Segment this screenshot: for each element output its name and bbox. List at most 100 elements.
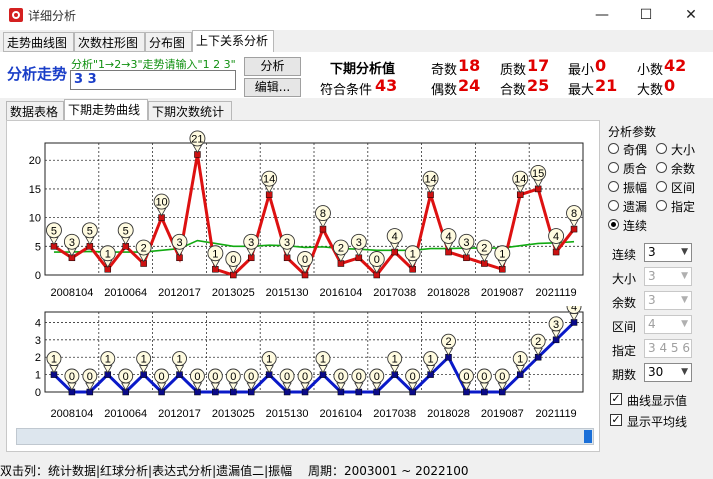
value-bubble <box>136 351 152 367</box>
y-tick-label: 20 <box>29 155 41 167</box>
x-tick-label: 2012017 <box>158 408 201 420</box>
x-tick-label: 2019087 <box>481 408 524 420</box>
param-field-label: 期数 <box>612 368 637 382</box>
radio-option[interactable]: 大小 <box>656 140 704 158</box>
radio-label: 质合 <box>623 162 648 176</box>
chevron-down-icon[interactable]: ▼ <box>681 247 688 257</box>
param-field-select[interactable]: 30 ▼ <box>644 363 692 382</box>
radio-circle[interactable] <box>608 219 619 230</box>
data-value-label: 0 <box>374 371 380 383</box>
analysis-label: 分析走势 <box>7 65 68 83</box>
radio-option[interactable]: 指定 <box>656 197 704 215</box>
value-bubble <box>99 245 116 262</box>
radio-option[interactable]: 区间 <box>656 178 704 196</box>
radio-circle[interactable] <box>608 162 619 173</box>
tab-trend-curve[interactable]: 走势曲线图 <box>3 32 74 52</box>
value-bubble <box>368 251 385 267</box>
data-value-label: 2 <box>535 336 541 348</box>
chevron-down-icon: ▼ <box>681 295 688 305</box>
radio-option[interactable]: 振幅 <box>608 178 656 196</box>
checkbox-option[interactable]: ✓ 显示平均线 <box>610 412 710 430</box>
radio-option[interactable]: 奇偶 <box>608 140 656 158</box>
analyze-button[interactable]: 分析 <box>244 57 301 76</box>
pattern-input[interactable]: 3 3 <box>70 70 236 90</box>
value-bubble <box>189 368 205 384</box>
x-tick-label: 2016104 <box>319 287 362 299</box>
radio-circle[interactable] <box>608 181 619 192</box>
data-value-label: 0 <box>410 371 416 383</box>
value-bubble <box>154 368 170 384</box>
data-value-label: 0 <box>123 371 129 383</box>
data-value-label: 0 <box>481 371 487 383</box>
y-tick-label: 4 <box>35 317 41 329</box>
x-tick-label: 2013025 <box>212 287 255 299</box>
radio-option[interactable]: 余数 <box>656 159 704 177</box>
radio-label: 指定 <box>671 200 696 214</box>
edit-button[interactable]: 编辑... <box>244 78 301 97</box>
value-bubble <box>548 228 565 244</box>
value-bubble <box>423 351 439 367</box>
data-value-label: 3 <box>248 237 254 249</box>
param-field-value: 30 <box>648 365 664 379</box>
data-value-label: 0 <box>302 371 308 383</box>
value-bubble <box>279 233 296 250</box>
horizontal-scrollbar[interactable] <box>16 428 594 445</box>
data-value-label: 1 <box>105 354 111 366</box>
data-value-label: 5 <box>51 225 57 237</box>
value-bubble <box>512 351 528 367</box>
radio-circle[interactable] <box>656 200 667 211</box>
param-field-select[interactable]: 3 ▼ <box>644 243 692 262</box>
scrollbar-thumb[interactable] <box>584 430 592 443</box>
y-tick-label: 2 <box>35 352 41 364</box>
checkbox-option[interactable]: ✓ 曲线显示值 <box>610 391 710 409</box>
tab-next-trend[interactable]: 下期走势曲线 <box>64 99 148 121</box>
param-field-label: 指定 <box>612 344 637 358</box>
value-bubble <box>207 245 224 262</box>
radio-circle[interactable] <box>656 162 667 173</box>
tab-relation-analysis[interactable]: 上下关系分析 <box>192 30 274 52</box>
radio-option[interactable]: 遗漏 <box>608 197 656 215</box>
radio-option[interactable]: 质合 <box>608 159 656 177</box>
status-left: 双击列：统计数据|红球分析|表达式分析|遗漏值二|振幅 <box>0 464 293 478</box>
radio-circle[interactable] <box>608 200 619 211</box>
checkbox-box[interactable]: ✓ <box>610 392 622 405</box>
param-fields: 连续 3 ▼ 大小 3 ▼ 余数 3 ▼ 区间 4 ▼ 指定 3 4 5 6 期数 30 ▼ <box>608 243 708 393</box>
y-tick-label: 0 <box>35 387 41 399</box>
radio-option[interactable]: 连续 <box>608 216 656 234</box>
stat-max-value: 21 <box>595 76 618 95</box>
data-value-label: 1 <box>410 248 416 260</box>
value-bubble <box>387 351 403 367</box>
checkbox-box[interactable]: ✓ <box>610 413 622 426</box>
display-options: ✓ 曲线显示值 ✓ 显示平均线 <box>610 391 710 435</box>
radio-circle[interactable] <box>656 143 667 154</box>
data-value-label: 3 <box>356 237 362 249</box>
radio-circle[interactable] <box>608 143 619 154</box>
value-bubble <box>297 251 313 267</box>
value-bubble <box>494 368 510 384</box>
x-tick-label: 2012017 <box>158 287 201 299</box>
minimize-button[interactable]: — <box>595 7 609 23</box>
data-value-label: 3 <box>69 237 75 249</box>
maximize-button[interactable]: ☐ <box>639 7 653 23</box>
chevron-down-icon[interactable]: ▼ <box>681 367 688 377</box>
stat-small-label: 小数 <box>637 63 664 78</box>
tab-count-bar[interactable]: 次数柱形图 <box>74 32 145 52</box>
radio-circle[interactable] <box>656 181 667 192</box>
value-bubble <box>315 205 331 222</box>
tab-distribution[interactable]: 分布图 <box>145 32 192 52</box>
tab-next-count[interactable]: 下期次数统计 <box>148 101 232 121</box>
data-value-label: 1 <box>51 354 57 366</box>
value-bubble <box>117 222 134 239</box>
tab-data-table[interactable]: 数据表格 <box>6 101 64 121</box>
x-tick-label: 2018028 <box>427 408 470 420</box>
analysis-hint: 分析"1→2→3"走势请输入"1 2 3" <box>71 58 236 71</box>
stat-prime-value: 17 <box>527 56 550 75</box>
value-bubble <box>81 222 98 239</box>
title-bar: 详细分析 — ☐ ✕ <box>0 0 713 30</box>
value-bubble <box>440 228 457 244</box>
data-value-label: 0 <box>284 371 290 383</box>
data-value-label: 0 <box>230 254 236 266</box>
close-button[interactable]: ✕ <box>685 7 697 23</box>
param-field-value: 3 4 5 6 <box>648 341 690 355</box>
data-value-label: 4 <box>571 306 577 313</box>
